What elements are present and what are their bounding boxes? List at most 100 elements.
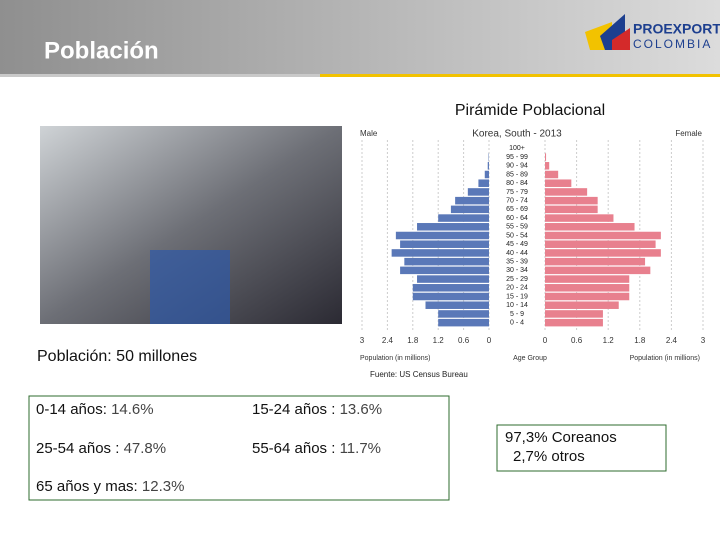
header-rule [0,74,320,77]
left-label: Male [360,129,378,138]
x-tick-label: 1.8 [407,336,419,345]
x-tick-label: 0.6 [458,336,470,345]
x-axis-label: Age Group [513,355,547,362]
bar [396,232,489,240]
bar [545,284,629,292]
bar [545,240,656,248]
bar [404,258,489,266]
ethnicity-line: 97,3% Coreanos [505,429,617,446]
bar [545,275,629,283]
stat-value: 13.6% [340,401,383,418]
stat-value: 11.7% [340,440,381,457]
photo-floor [150,250,230,324]
bar [417,223,489,231]
population-note: Población: 50 millones [37,348,197,365]
bar [400,267,489,275]
header-rule-accent [320,74,720,77]
age-label: 10 - 14 [506,302,528,309]
stat: 25-54 años : 47.8% [36,440,166,457]
bar [545,162,549,170]
stat: 15-24 años : 13.6% [252,401,382,418]
stat-label: 15-24 años : [252,401,335,418]
age-label: 20 - 24 [506,285,528,292]
ethnicity-line: 2,7% otros [513,448,585,465]
age-label: 35 - 39 [506,258,528,265]
x-tick-label: 2.4 [382,336,394,345]
bar [545,301,619,309]
x-tick-label: 0.6 [571,336,583,345]
stat: 55-64 años : 11.7% [252,440,381,457]
age-label: 90 - 94 [506,163,528,170]
bar [545,319,603,327]
stat: 0-14 años: 14.6% [36,401,154,418]
bar [413,284,489,292]
chart-title: Korea, South - 2013 [472,129,562,140]
bar [392,249,489,257]
stat-label: 55-64 años : [252,440,335,457]
bar [488,162,489,170]
x-tick-label: 1.2 [433,336,445,345]
bar [426,301,490,309]
bar [417,275,489,283]
bar [545,310,603,318]
bar [438,319,489,327]
bar [545,223,635,231]
age-label: 65 - 69 [506,206,528,213]
x-axis-label: Population (in millions) [630,355,700,362]
bar [545,197,598,205]
logo-name: PROEXPORT [633,21,720,37]
source: Fuente: US Census Bureau [370,370,468,379]
bar [438,310,489,318]
age-label: 70 - 74 [506,197,528,204]
x-tick-label: 1.2 [603,336,615,345]
age-label: 25 - 29 [506,276,528,283]
right-label: Female [675,129,702,138]
age-label: 5 - 9 [510,311,524,318]
bar [451,206,489,214]
stat-value: 14.6% [111,401,154,418]
bar [413,293,489,301]
stat-label: 25-54 años : [36,440,119,457]
bar [545,232,661,240]
bar [485,171,489,179]
bar [438,214,489,222]
x-tick-label: 0 [543,336,548,345]
bar [545,206,598,214]
age-label: 0 - 4 [510,319,524,326]
bar [455,197,489,205]
x-tick-label: 3 [701,336,706,345]
bar [545,179,571,187]
stat-label: 0-14 años: [36,401,107,418]
age-label: 50 - 54 [506,232,528,239]
age-label: 40 - 44 [506,250,528,257]
bar [545,249,661,257]
slide-title: Población [44,37,159,64]
bar [400,240,489,248]
bar [545,267,650,275]
bar [545,258,645,266]
bar [545,188,587,196]
logo-country: COLOMBIA [633,37,712,51]
x-axis-label: Population (in millions) [360,355,430,362]
age-label: 30 - 34 [506,267,528,274]
population-pyramid: Male Korea, South - 2013 Female 0 0 0.6 0.6 1.2… [358,125,706,365]
age-label: 55 - 59 [506,224,528,231]
stat: 65 años y mas: 12.3% [36,478,184,495]
x-tick-label: 3 [360,336,365,345]
stat-value: 12.3% [142,478,185,495]
bar [545,214,613,222]
x-tick-label: 0 [487,336,492,345]
bar [478,179,489,187]
age-label: 95 - 99 [506,154,528,161]
age-label: 45 - 49 [506,241,528,248]
stat-value: 47.8% [124,440,167,457]
bar [545,171,558,179]
x-tick-label: 1.8 [634,336,646,345]
bar [468,188,489,196]
age-label: 100+ [509,145,525,152]
age-label: 60 - 64 [506,215,528,222]
stat-label: 65 años y mas: [36,478,138,495]
bar [545,293,629,301]
bar [545,153,546,161]
